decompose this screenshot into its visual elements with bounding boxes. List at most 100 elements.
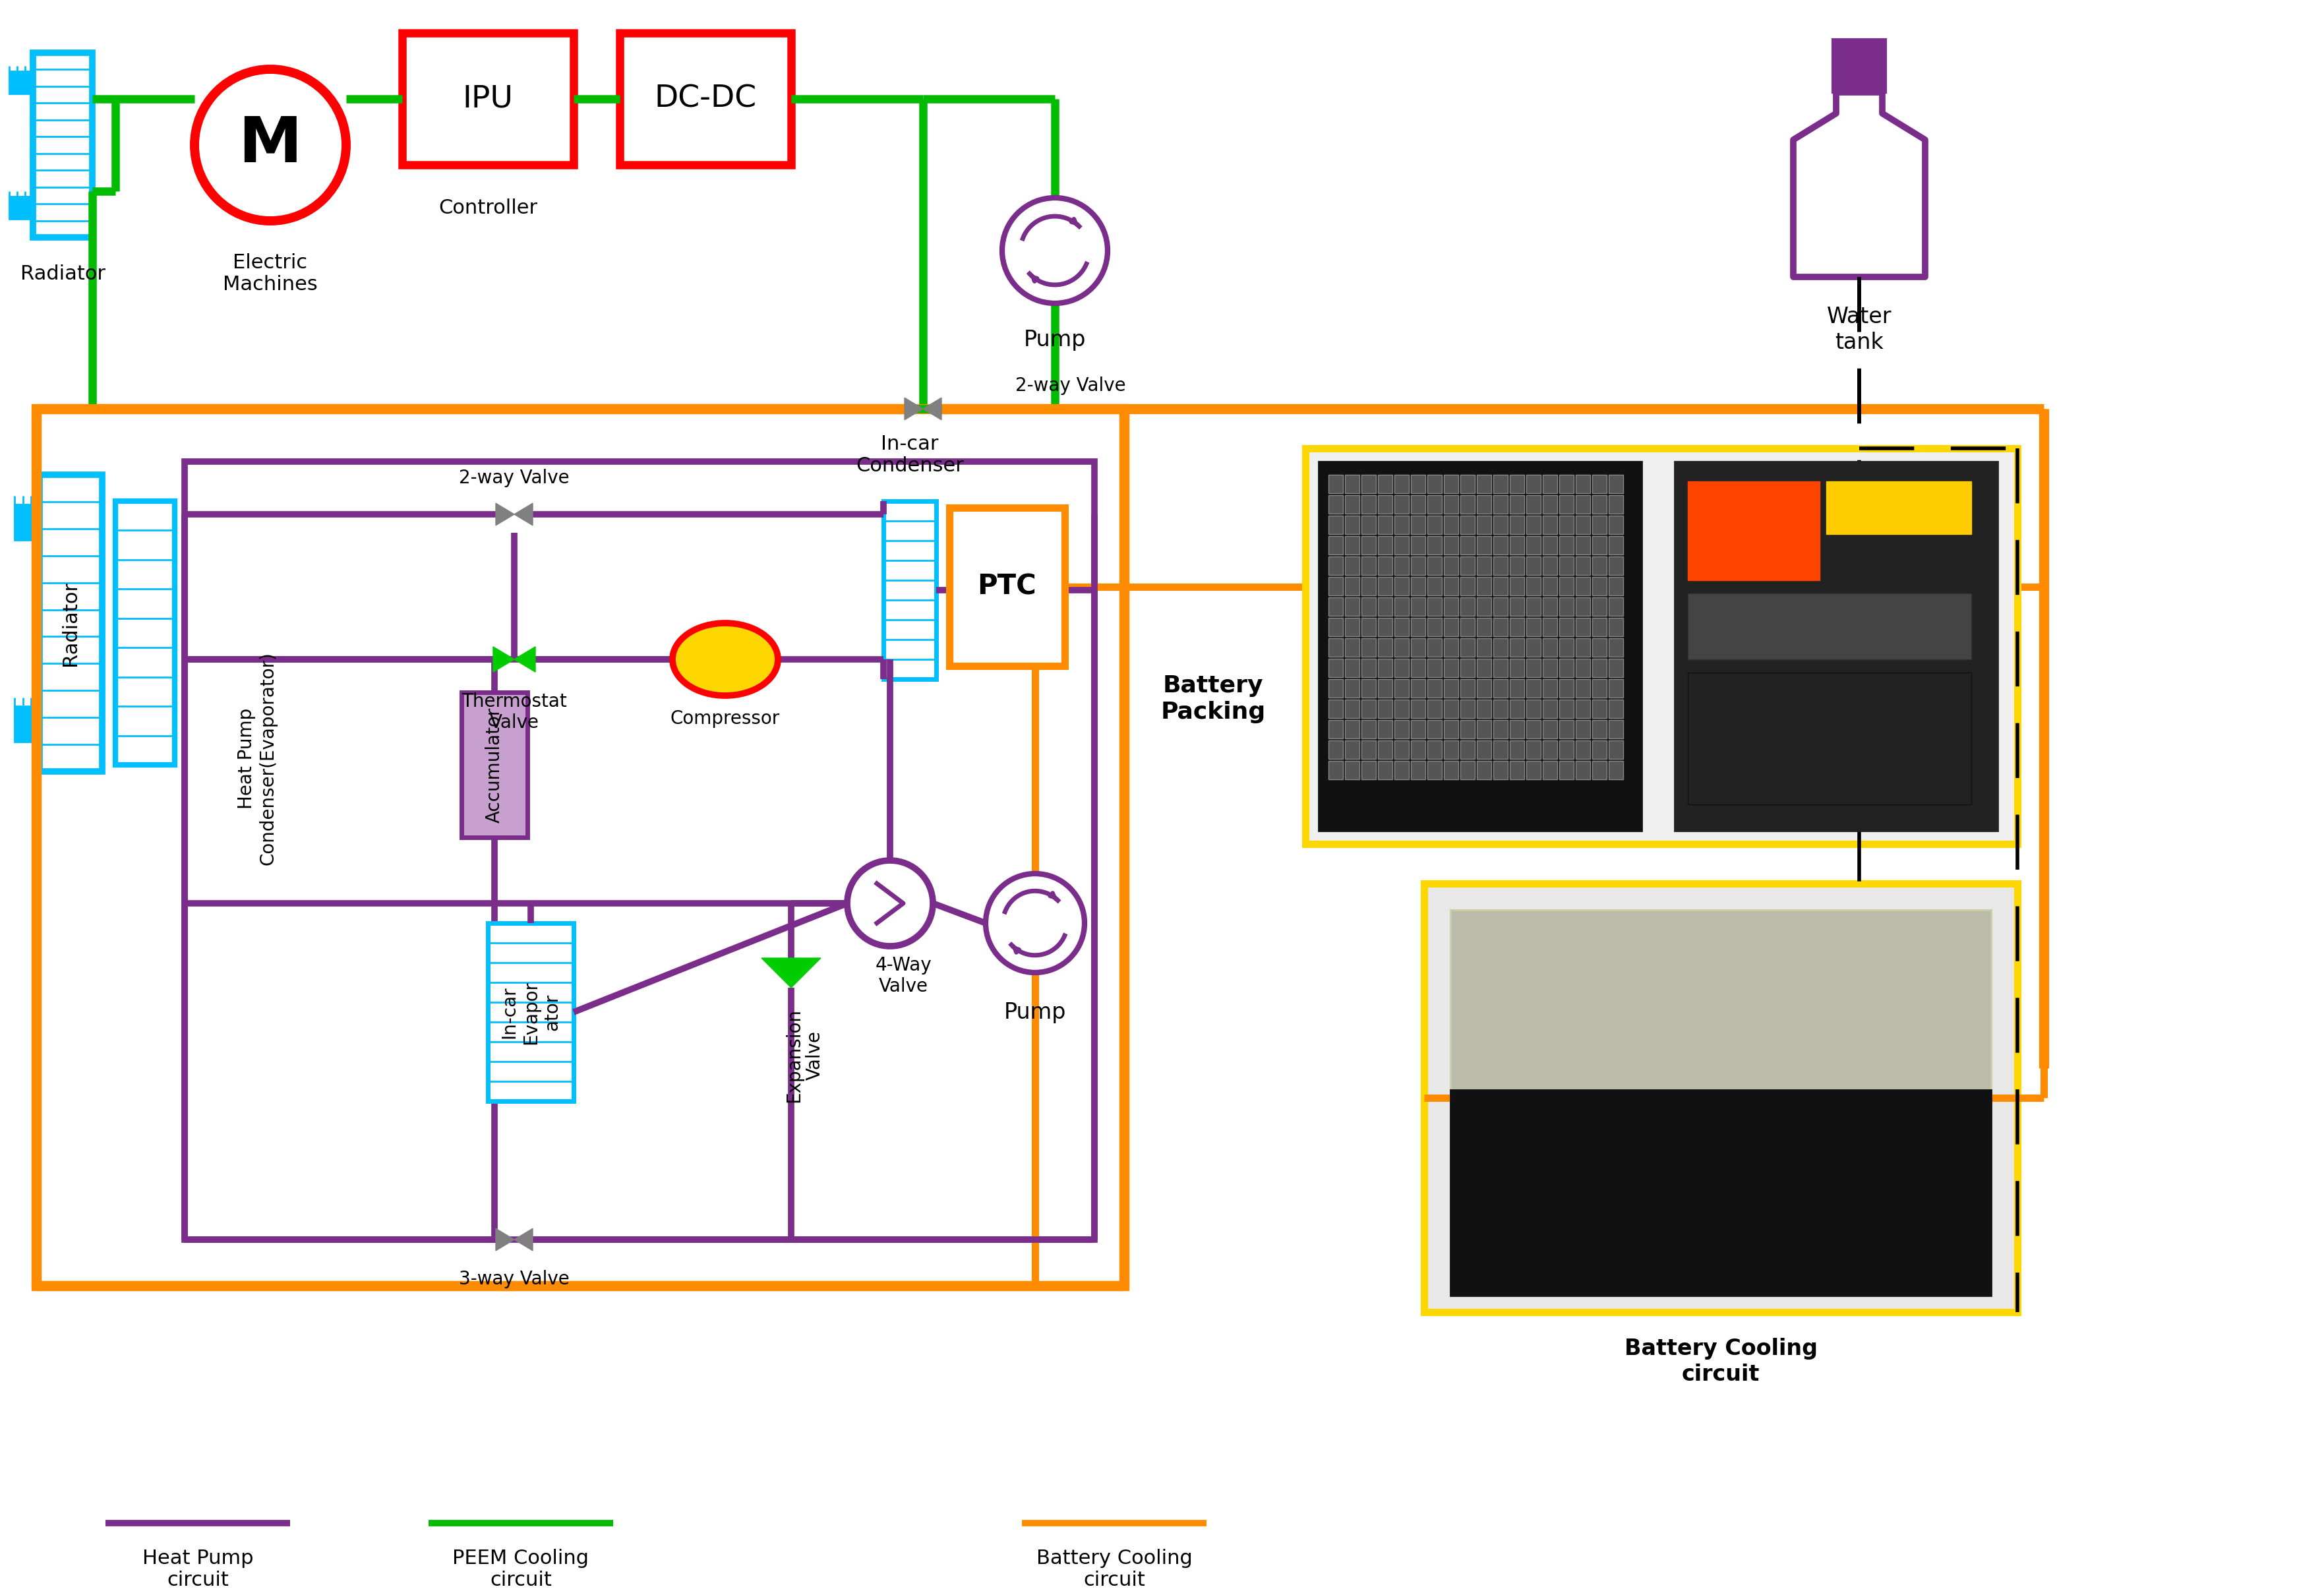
Bar bbox=[1394, 577, 1408, 596]
Bar bbox=[1394, 537, 1408, 554]
Bar bbox=[1443, 537, 1459, 554]
Polygon shape bbox=[923, 398, 941, 421]
Bar bbox=[1459, 639, 1476, 656]
Bar bbox=[1608, 537, 1622, 554]
Bar bbox=[1378, 577, 1392, 596]
Bar bbox=[1592, 495, 1606, 513]
Bar bbox=[1346, 699, 1360, 718]
Bar bbox=[1543, 556, 1557, 575]
Bar bbox=[1329, 699, 1343, 718]
Bar bbox=[1411, 761, 1425, 779]
Bar bbox=[1476, 516, 1492, 534]
Bar bbox=[1476, 658, 1492, 677]
Bar bbox=[1329, 475, 1343, 494]
Bar bbox=[1527, 597, 1541, 616]
Text: In-car
Condenser: In-car Condenser bbox=[855, 435, 964, 476]
Bar bbox=[1834, 40, 1885, 92]
Bar bbox=[1559, 577, 1573, 596]
Text: 3-way Valve: 3-way Valve bbox=[458, 1270, 569, 1289]
Bar bbox=[14, 505, 40, 540]
Bar bbox=[1687, 594, 1971, 660]
Bar bbox=[1511, 516, 1525, 534]
Bar bbox=[1559, 761, 1573, 779]
Bar bbox=[1394, 699, 1408, 718]
Text: Heat Pump
Condenser(Evaporator): Heat Pump Condenser(Evaporator) bbox=[237, 652, 277, 865]
Bar bbox=[1511, 556, 1525, 575]
Bar bbox=[1427, 658, 1441, 677]
Bar bbox=[1427, 720, 1441, 739]
Bar bbox=[1559, 720, 1573, 739]
Bar bbox=[1494, 537, 1508, 554]
Bar bbox=[1592, 556, 1606, 575]
Bar bbox=[1608, 618, 1622, 636]
Bar bbox=[1592, 761, 1606, 779]
Bar bbox=[1411, 516, 1425, 534]
Bar bbox=[1494, 639, 1508, 656]
Bar bbox=[1394, 475, 1408, 494]
Polygon shape bbox=[514, 1228, 532, 1251]
Bar bbox=[1329, 679, 1343, 698]
Bar bbox=[1411, 741, 1425, 758]
Bar bbox=[1459, 597, 1476, 616]
Bar bbox=[1394, 618, 1408, 636]
Bar bbox=[1559, 741, 1573, 758]
Ellipse shape bbox=[672, 623, 779, 696]
Bar bbox=[1576, 597, 1590, 616]
Bar bbox=[1608, 699, 1622, 718]
Bar bbox=[1443, 679, 1459, 698]
Bar bbox=[1543, 658, 1557, 677]
Bar bbox=[1411, 556, 1425, 575]
Bar bbox=[1427, 475, 1441, 494]
Bar bbox=[1378, 639, 1392, 656]
Bar bbox=[1559, 639, 1573, 656]
Bar bbox=[1527, 658, 1541, 677]
Bar bbox=[1346, 597, 1360, 616]
Bar bbox=[1608, 658, 1622, 677]
Bar bbox=[488, 922, 574, 1101]
Polygon shape bbox=[495, 1228, 514, 1251]
Bar bbox=[1427, 577, 1441, 596]
Bar bbox=[1527, 577, 1541, 596]
Bar bbox=[1527, 761, 1541, 779]
Bar bbox=[1329, 720, 1343, 739]
Bar bbox=[1459, 658, 1476, 677]
Text: In-car
Evapor
ator: In-car Evapor ator bbox=[500, 980, 562, 1043]
Text: PTC: PTC bbox=[976, 573, 1037, 601]
Bar bbox=[1362, 495, 1376, 513]
Bar bbox=[1378, 495, 1392, 513]
Bar bbox=[462, 693, 528, 838]
Text: 2-way Valve: 2-way Valve bbox=[460, 468, 569, 487]
Bar bbox=[1346, 475, 1360, 494]
Bar bbox=[1378, 741, 1392, 758]
Bar bbox=[1608, 597, 1622, 616]
Bar bbox=[1427, 699, 1441, 718]
Bar bbox=[1394, 556, 1408, 575]
Bar bbox=[1329, 658, 1343, 677]
Bar bbox=[1427, 495, 1441, 513]
Bar bbox=[1427, 679, 1441, 698]
Text: Accumulator: Accumulator bbox=[486, 707, 504, 822]
Bar bbox=[1608, 741, 1622, 758]
Bar bbox=[1494, 597, 1508, 616]
Text: Battery Cooling
circuit: Battery Cooling circuit bbox=[1624, 1338, 1817, 1384]
Bar bbox=[1494, 658, 1508, 677]
Bar bbox=[1608, 516, 1622, 534]
Bar bbox=[1411, 639, 1425, 656]
Bar bbox=[1527, 475, 1541, 494]
Bar bbox=[1511, 720, 1525, 739]
Bar bbox=[1394, 741, 1408, 758]
Bar bbox=[1543, 699, 1557, 718]
Bar bbox=[1411, 618, 1425, 636]
Bar bbox=[1329, 495, 1343, 513]
Bar bbox=[1427, 639, 1441, 656]
Text: Expansion
Valve: Expansion Valve bbox=[786, 1008, 825, 1102]
Text: Battery Cooling
circuit: Battery Cooling circuit bbox=[1037, 1548, 1192, 1590]
Bar bbox=[1592, 618, 1606, 636]
Bar bbox=[1427, 537, 1441, 554]
Bar bbox=[1576, 556, 1590, 575]
Polygon shape bbox=[493, 647, 514, 672]
Bar bbox=[1511, 495, 1525, 513]
Bar bbox=[1443, 516, 1459, 534]
Bar bbox=[1427, 761, 1441, 779]
Bar bbox=[1559, 699, 1573, 718]
